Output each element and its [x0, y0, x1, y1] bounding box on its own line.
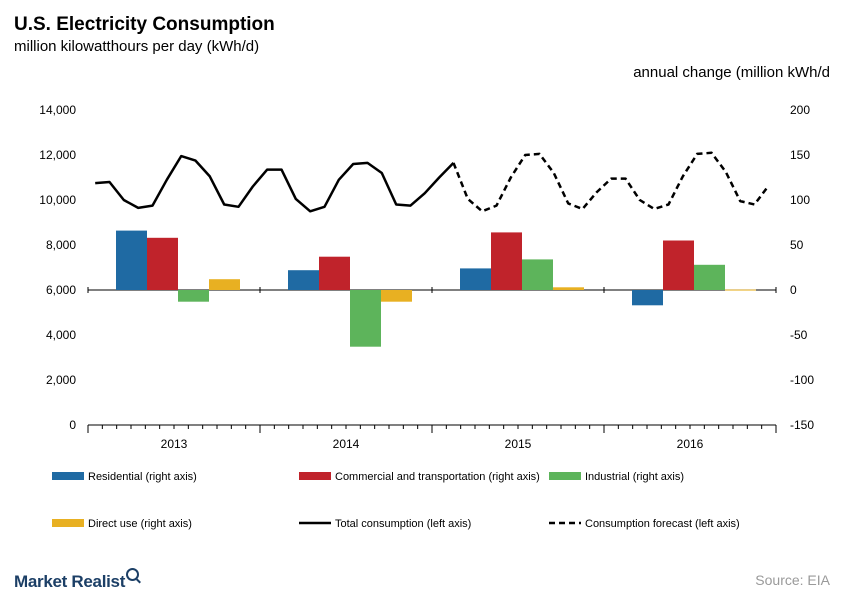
magnifier-icon	[126, 568, 140, 581]
bar	[288, 270, 319, 290]
left-axis-tick-label: 0	[69, 418, 76, 432]
bar	[694, 264, 725, 290]
right-axis-tick-label: -50	[790, 328, 808, 342]
forecast-line	[452, 151, 770, 213]
left-axis-tick-label: 12,000	[39, 148, 76, 162]
bar	[663, 240, 694, 290]
legend-label: Consumption forecast (left axis)	[585, 518, 740, 530]
left-axis-unit-label: million kilowatthours per day (kWh/d)	[14, 38, 260, 55]
brand-logo: Market Realist	[14, 568, 140, 592]
bar	[178, 290, 209, 302]
legend-swatch	[52, 472, 84, 480]
left-axis-tick-label: 2,000	[46, 373, 76, 387]
bar	[522, 259, 553, 290]
right-axis-tick-label: -150	[790, 418, 814, 432]
consumption-line	[95, 154, 455, 213]
bar	[491, 232, 522, 290]
bar	[725, 289, 756, 291]
bar	[632, 290, 663, 306]
legend-label: Industrial (right axis)	[585, 471, 684, 483]
legend-swatch	[549, 472, 581, 480]
bar	[209, 279, 240, 290]
bar	[147, 237, 178, 290]
bar	[319, 256, 350, 290]
bar	[553, 287, 584, 290]
legend-label: Direct use (right axis)	[88, 518, 192, 530]
chart-title: U.S. Electricity Consumption	[14, 14, 275, 35]
right-axis-tick-label: 150	[790, 148, 810, 162]
right-axis-unit-label: annual change (million kWh/d	[633, 64, 830, 81]
x-axis-tick-label: 2013	[161, 437, 188, 451]
left-axis-tick-label: 14,000	[39, 103, 76, 117]
right-axis-tick-label: -100	[790, 373, 814, 387]
bar	[460, 268, 491, 290]
brand-name: Market Realist	[14, 572, 126, 591]
right-axis-tick-label: 0	[790, 283, 797, 297]
legend-swatch	[299, 472, 331, 480]
source-note: Source: EIA	[755, 572, 830, 588]
left-axis-tick-label: 6,000	[46, 283, 76, 297]
right-axis-tick-label: 50	[790, 238, 804, 252]
left-axis-tick-label: 8,000	[46, 238, 76, 252]
x-axis-tick-label: 2014	[333, 437, 360, 451]
x-axis-tick-label: 2015	[505, 437, 532, 451]
bar	[381, 290, 412, 302]
legend-swatch	[52, 519, 84, 527]
legend-label: Total consumption (left axis)	[335, 518, 471, 530]
legend-label: Commercial and transportation (right axi…	[335, 471, 540, 483]
bar	[116, 230, 147, 290]
left-axis-tick-label: 10,000	[39, 193, 76, 207]
right-axis-tick-label: 200	[790, 103, 810, 117]
legend-label: Residential (right axis)	[88, 471, 197, 483]
x-axis-tick-label: 2016	[677, 437, 704, 451]
bar	[350, 290, 381, 347]
right-axis-tick-label: 100	[790, 193, 810, 207]
left-axis-tick-label: 4,000	[46, 328, 76, 342]
